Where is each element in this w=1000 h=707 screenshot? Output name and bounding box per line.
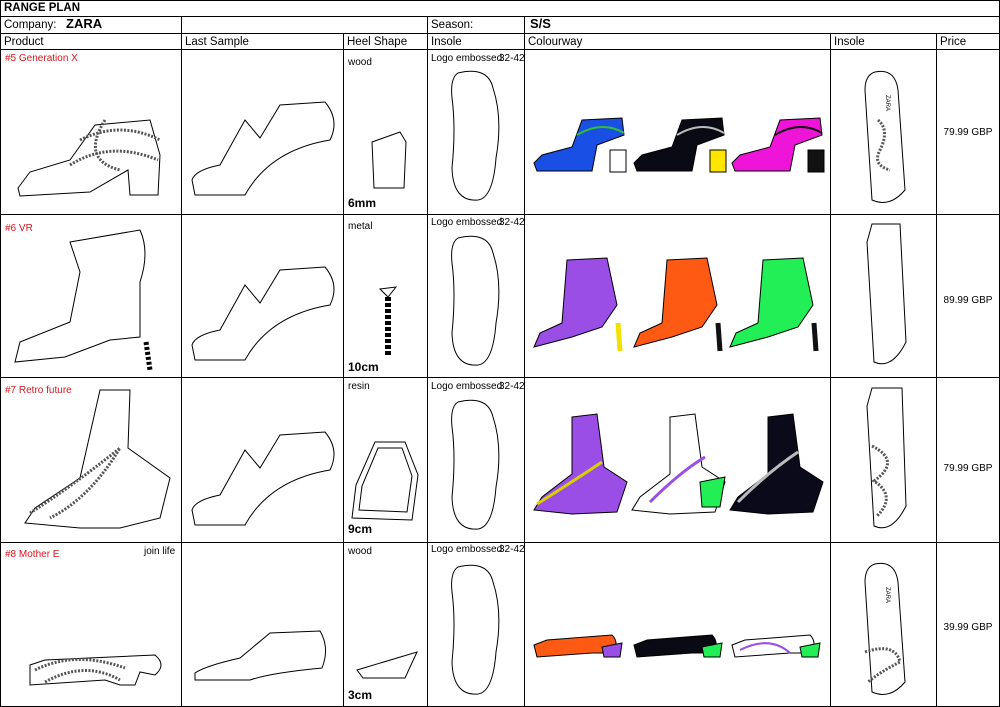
- company-value: ZARA: [66, 16, 103, 31]
- insole-note: Logo embossed: [431, 217, 503, 228]
- colourway-shoe-3: [731, 117, 825, 173]
- product-name: #8 Mother E: [5, 549, 60, 560]
- col-header-last-sample: Last Sample: [185, 36, 249, 48]
- insole-note: Logo embossed: [431, 381, 503, 392]
- colourway-set: [533, 117, 825, 173]
- colourway-swatch-shoe-2: [633, 257, 718, 348]
- col-header-product: Product: [4, 36, 44, 48]
- heel-material: metal: [348, 221, 373, 232]
- insole-top-view: ZARA: [864, 562, 906, 695]
- heel-shape-sketch: [378, 286, 398, 355]
- heel-material: wood: [348, 546, 372, 557]
- price: 79.99 GBP: [943, 127, 993, 138]
- size-range: 32-42: [499, 544, 525, 555]
- price: 39.99 GBP: [943, 622, 993, 633]
- last-sample-sketch: [191, 101, 335, 196]
- col-header-heel-shape: Heel Shape: [347, 36, 408, 48]
- colourway-shoe-2: [633, 257, 723, 352]
- insole-top-view: [866, 387, 907, 529]
- colourway-swatch-shoe-2: [633, 117, 725, 172]
- size-range: 32-42: [499, 53, 525, 64]
- insole-sketch: [451, 235, 500, 366]
- shoe-sketch-retro-future: [24, 389, 171, 529]
- shoe-sketch-vr: [14, 229, 153, 371]
- col-header-colourway: Colourway: [528, 36, 583, 48]
- colourway-shoe-3: [729, 413, 824, 515]
- insole-top-view: [866, 223, 907, 365]
- col-header-price: Price: [940, 36, 967, 48]
- last-sample-sketch: [194, 630, 326, 681]
- size-range: 32-42: [499, 381, 525, 392]
- season-label: Season:: [431, 19, 474, 31]
- heel-shape-sketch: [351, 441, 419, 521]
- last-sample-sketch: [191, 266, 335, 361]
- product-tag: join life: [144, 546, 176, 557]
- colourway-shoe-1: [533, 257, 623, 352]
- insole-sketch: [451, 399, 500, 530]
- size-range: 32-42: [499, 217, 525, 228]
- colourway-swatch-shoe-3: [729, 257, 814, 348]
- company-label: Company:: [4, 19, 57, 31]
- colourway-swatch-shoe-1: [533, 257, 618, 348]
- insole-note: Logo embossed: [431, 53, 503, 64]
- colourway-set: [533, 413, 824, 515]
- price: 79.99 GBP: [943, 463, 993, 474]
- heel-height: 6mm: [348, 196, 377, 210]
- insole-sketch: [451, 564, 500, 695]
- product-name: #7 Retro future: [5, 385, 72, 396]
- product-name: #6 VR: [5, 223, 33, 234]
- colourway-shoe-1: [533, 413, 628, 515]
- colourway-set: [533, 634, 821, 658]
- last-sample-sketch: [191, 431, 335, 526]
- colourway-swatch-shoe-1: [533, 413, 628, 515]
- price: 89.99 GBP: [943, 295, 993, 306]
- colourway-shoe-3: [731, 634, 821, 658]
- colourway-shoe-2: [633, 117, 727, 173]
- shoe-sketch-mother-e: [29, 654, 162, 686]
- insole-sketch: [451, 70, 500, 201]
- heel-material: resin: [348, 381, 370, 392]
- colourway-shoe-3: [729, 257, 819, 352]
- col-header-insole-2: Insole: [834, 36, 865, 48]
- colourway-set: [533, 257, 819, 352]
- colourway-shoe-2: [633, 634, 723, 658]
- insole-logo: ZARA: [884, 95, 890, 111]
- colourway-swatch-shoe-3: [729, 413, 824, 515]
- heel-height: 10cm: [348, 360, 379, 374]
- season-value: S/S: [530, 16, 551, 31]
- insole-note: Logo embossed: [431, 544, 503, 555]
- colourway-shoe-2: [631, 413, 726, 515]
- colourway-shoe-1: [533, 117, 627, 173]
- shoe-sketch-gen-x: [17, 119, 161, 197]
- heel-material: wood: [348, 57, 372, 68]
- product-name: #5 Generation X: [5, 53, 78, 64]
- insole-logo: ZARA: [884, 587, 890, 603]
- heel-height: 3cm: [348, 688, 373, 702]
- heel-shape-sketch: [371, 131, 407, 189]
- sheet-title: RANGE PLAN: [4, 2, 81, 14]
- col-header-insole: Insole: [431, 36, 462, 48]
- colourway-swatch-shoe-1: [533, 117, 625, 172]
- colourway-swatch-shoe-3: [731, 117, 823, 172]
- heel-shape-sketch: [356, 651, 418, 679]
- insole-top-view: ZARA: [864, 70, 906, 203]
- colourway-shoe-1: [533, 634, 623, 658]
- heel-height: 9cm: [348, 522, 373, 536]
